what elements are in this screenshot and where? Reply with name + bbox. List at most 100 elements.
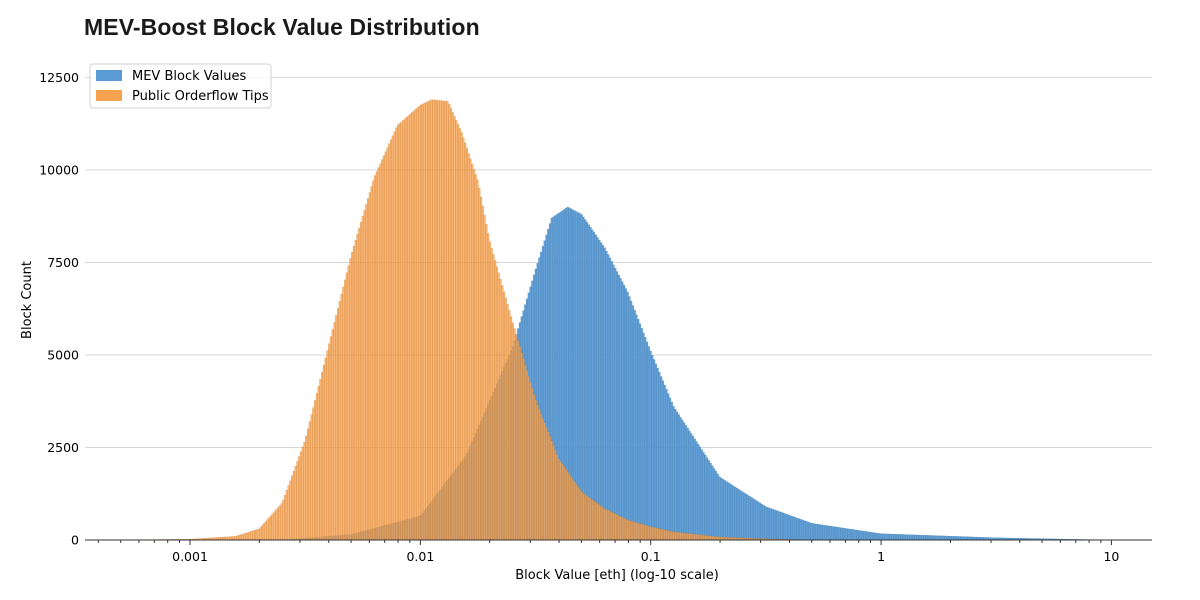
histogram-bar [910,534,914,541]
histogram-bar [709,535,712,541]
histogram-bar [840,527,843,541]
histogram-bar [598,504,601,541]
histogram-bar [481,205,484,541]
legend-label-mev: MEV Block Values [132,69,246,84]
histogram-bar [739,490,742,541]
histogram-bar [386,147,389,541]
histogram-bar [702,452,705,541]
histogram-bar [658,372,661,541]
histogram-bar [674,408,677,541]
histogram-bar [905,534,908,541]
histogram-bar [510,316,513,541]
histogram-bar [266,519,269,541]
histogram-bar [483,214,486,541]
histogram-bar [345,272,348,541]
histogram-bar [640,523,643,541]
histogram-bar [686,427,689,541]
histogram-bar [764,506,767,541]
histogram-bar [448,104,451,541]
histogram-bar [704,454,707,541]
histogram-bar [338,300,341,541]
histogram-bar [621,281,624,541]
histogram-bar [344,279,347,541]
histogram-bar [801,519,804,541]
histogram-bar [723,480,726,541]
histogram-bar [534,399,537,541]
histogram-bar [656,367,659,541]
histogram-bar [674,531,677,541]
histogram-bar [767,507,770,541]
histogram-bar [607,510,610,541]
histogram-bar [790,515,793,541]
histogram-bar [467,153,470,541]
histogram-bar [296,461,299,541]
histogram-bar [474,174,477,541]
histogram-bar [697,444,700,541]
histogram-bar [902,534,905,541]
histogram-bar [499,279,502,541]
histogram-bar [879,533,882,541]
histogram-bar [649,526,652,541]
histogram-bar [663,384,666,541]
histogram-bar [792,516,795,541]
histogram-bar [681,532,684,541]
histogram-bar [638,323,642,541]
histogram-bar [633,309,636,541]
histogram-bar [707,460,710,541]
histogram-bar [437,100,440,541]
histogram-bar [732,485,735,541]
histogram-bar [301,446,304,541]
histogram-bar [912,534,915,541]
histogram-bar [502,291,506,541]
histogram-bar [465,147,469,541]
histogram-bar [527,376,530,541]
x-tick-label: 0.1 [641,549,661,564]
histogram-bar [644,337,647,541]
histogram-bar [670,531,673,541]
histogram-bar [388,143,391,541]
histogram-bar [866,531,869,541]
histogram-bar [672,406,675,541]
histogram-bar [616,514,619,541]
histogram-bar [444,101,447,541]
histogram-bar [381,159,384,541]
histogram-bar [812,523,815,541]
histogram-bar [713,536,716,541]
x-tick-label: 0.001 [172,549,208,564]
histogram-bar [610,261,613,541]
histogram-bar [601,507,604,541]
histogram-bar [416,107,419,541]
histogram-bar [545,427,548,541]
histogram-bar [760,503,763,541]
histogram-bar [707,535,710,541]
histogram-bar [688,430,691,541]
histogram-bar [363,210,366,541]
x-tick-label: 10 [1103,549,1119,564]
histogram-bar [803,520,806,541]
histogram-bar [819,524,822,541]
histogram-bar [529,382,532,541]
histogram-bar [690,433,693,541]
histogram-bar [834,526,838,541]
histogram-bar [849,528,852,541]
histogram-bar [863,531,866,541]
histogram-bar [421,103,424,541]
histogram-bar [593,232,596,541]
histogram-bar [462,137,465,541]
y-tick-label: 12500 [39,70,79,85]
histogram-bar [737,489,740,541]
legend: MEV Block Values Public Orderflow Tips [89,63,272,109]
histogram-bar [776,510,779,541]
histogram-bar [243,533,246,541]
histogram-bar [525,370,529,541]
histogram-bar [766,506,769,541]
histogram-bar [889,533,892,541]
histogram-bar [886,533,889,541]
histogram-bar [453,116,456,541]
histogram-bar [253,530,257,541]
histogram-bar [940,535,944,541]
histogram-bar [824,525,827,541]
histogram-bar [241,534,244,541]
histogram-bar [755,500,758,541]
histogram-bar [651,526,654,541]
